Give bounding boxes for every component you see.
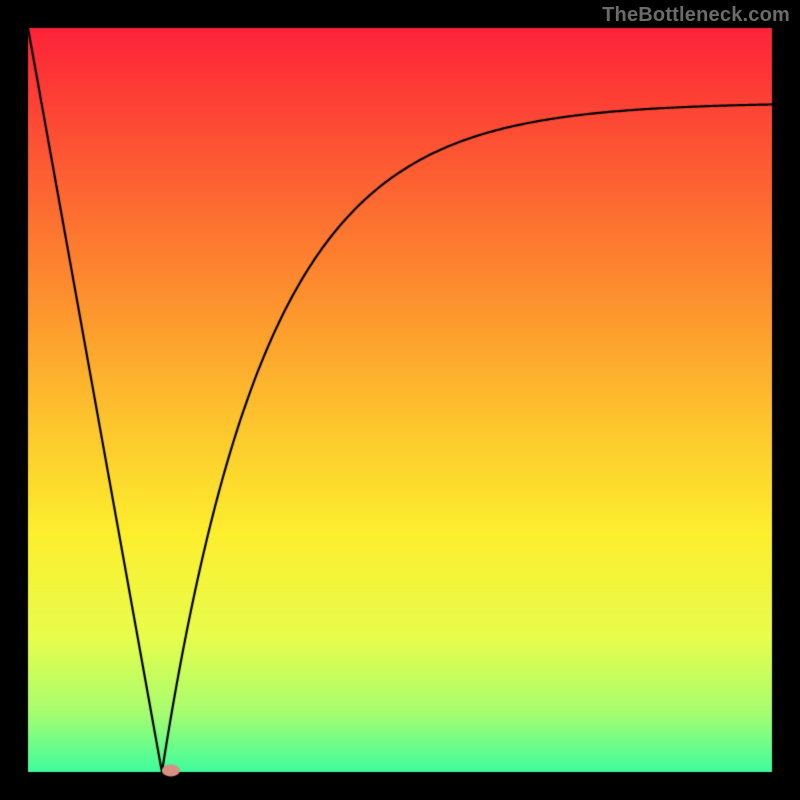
chart-stage: TheBottleneck.com bbox=[0, 0, 800, 800]
bottleneck-chart-canvas bbox=[0, 0, 800, 800]
watermark-text: TheBottleneck.com bbox=[602, 4, 790, 27]
